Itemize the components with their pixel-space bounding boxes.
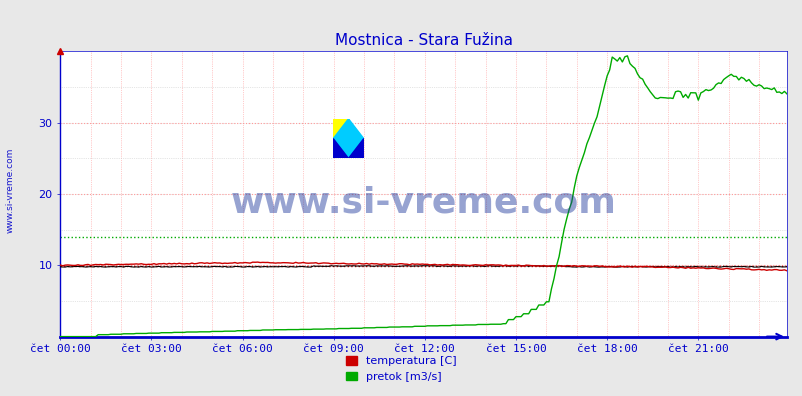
Polygon shape	[348, 139, 363, 158]
Title: Mostnica - Stara Fužina: Mostnica - Stara Fužina	[334, 32, 512, 48]
Polygon shape	[333, 139, 348, 158]
Polygon shape	[333, 119, 363, 158]
Polygon shape	[333, 119, 348, 139]
Text: www.si-vreme.com: www.si-vreme.com	[5, 147, 14, 233]
Text: www.si-vreme.com: www.si-vreme.com	[230, 186, 616, 220]
Legend: temperatura [C], pretok [m3/s]: temperatura [C], pretok [m3/s]	[342, 352, 460, 386]
